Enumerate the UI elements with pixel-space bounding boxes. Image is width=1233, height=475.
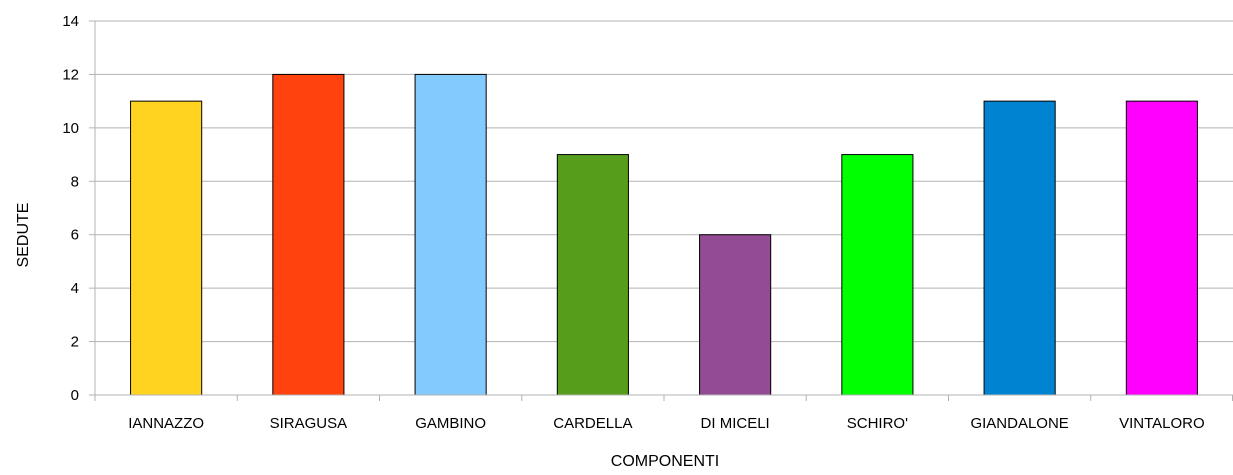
x-tick-label: VINTALORO [1119, 415, 1205, 432]
axes [89, 20, 1233, 401]
x-tick-label: GIANDALONE [970, 415, 1068, 432]
bar [983, 100, 1056, 396]
bar [699, 234, 772, 396]
bar [414, 73, 487, 396]
x-tick-label: GAMBINO [415, 415, 486, 432]
x-tick-label: DI MICELI [701, 415, 770, 432]
x-tick-label: SIRAGUSA [270, 415, 348, 432]
bars [130, 73, 1198, 396]
y-tick-label: 8 [71, 173, 79, 190]
y-tick-label: 12 [62, 66, 79, 83]
bar [841, 154, 914, 396]
y-axis-title: SEDUTE [15, 203, 32, 268]
y-tick-label: 14 [62, 13, 79, 30]
bar [272, 73, 345, 396]
y-tick-labels: 0 2 4 6 8 10 12 14 [62, 13, 79, 404]
bar [130, 100, 203, 396]
x-tick-label: IANNAZZO [128, 415, 204, 432]
bar [556, 154, 629, 396]
x-tick-label: SCHIRO' [847, 415, 908, 432]
y-tick-label: 2 [71, 334, 79, 351]
y-tick-label: 10 [62, 120, 79, 137]
x-tick-labels: IANNAZZO SIRAGUSA GAMBINO CARDELLA DI MICELI… [128, 415, 1204, 432]
x-axis-title: COMPONENTI [611, 453, 719, 470]
grid-lines [95, 20, 1233, 343]
y-tick-label: 6 [71, 227, 79, 244]
y-tick-label: 4 [71, 280, 79, 297]
y-tick-label: 0 [71, 387, 79, 404]
x-tick-label: CARDELLA [553, 415, 632, 432]
bar [1125, 100, 1198, 396]
